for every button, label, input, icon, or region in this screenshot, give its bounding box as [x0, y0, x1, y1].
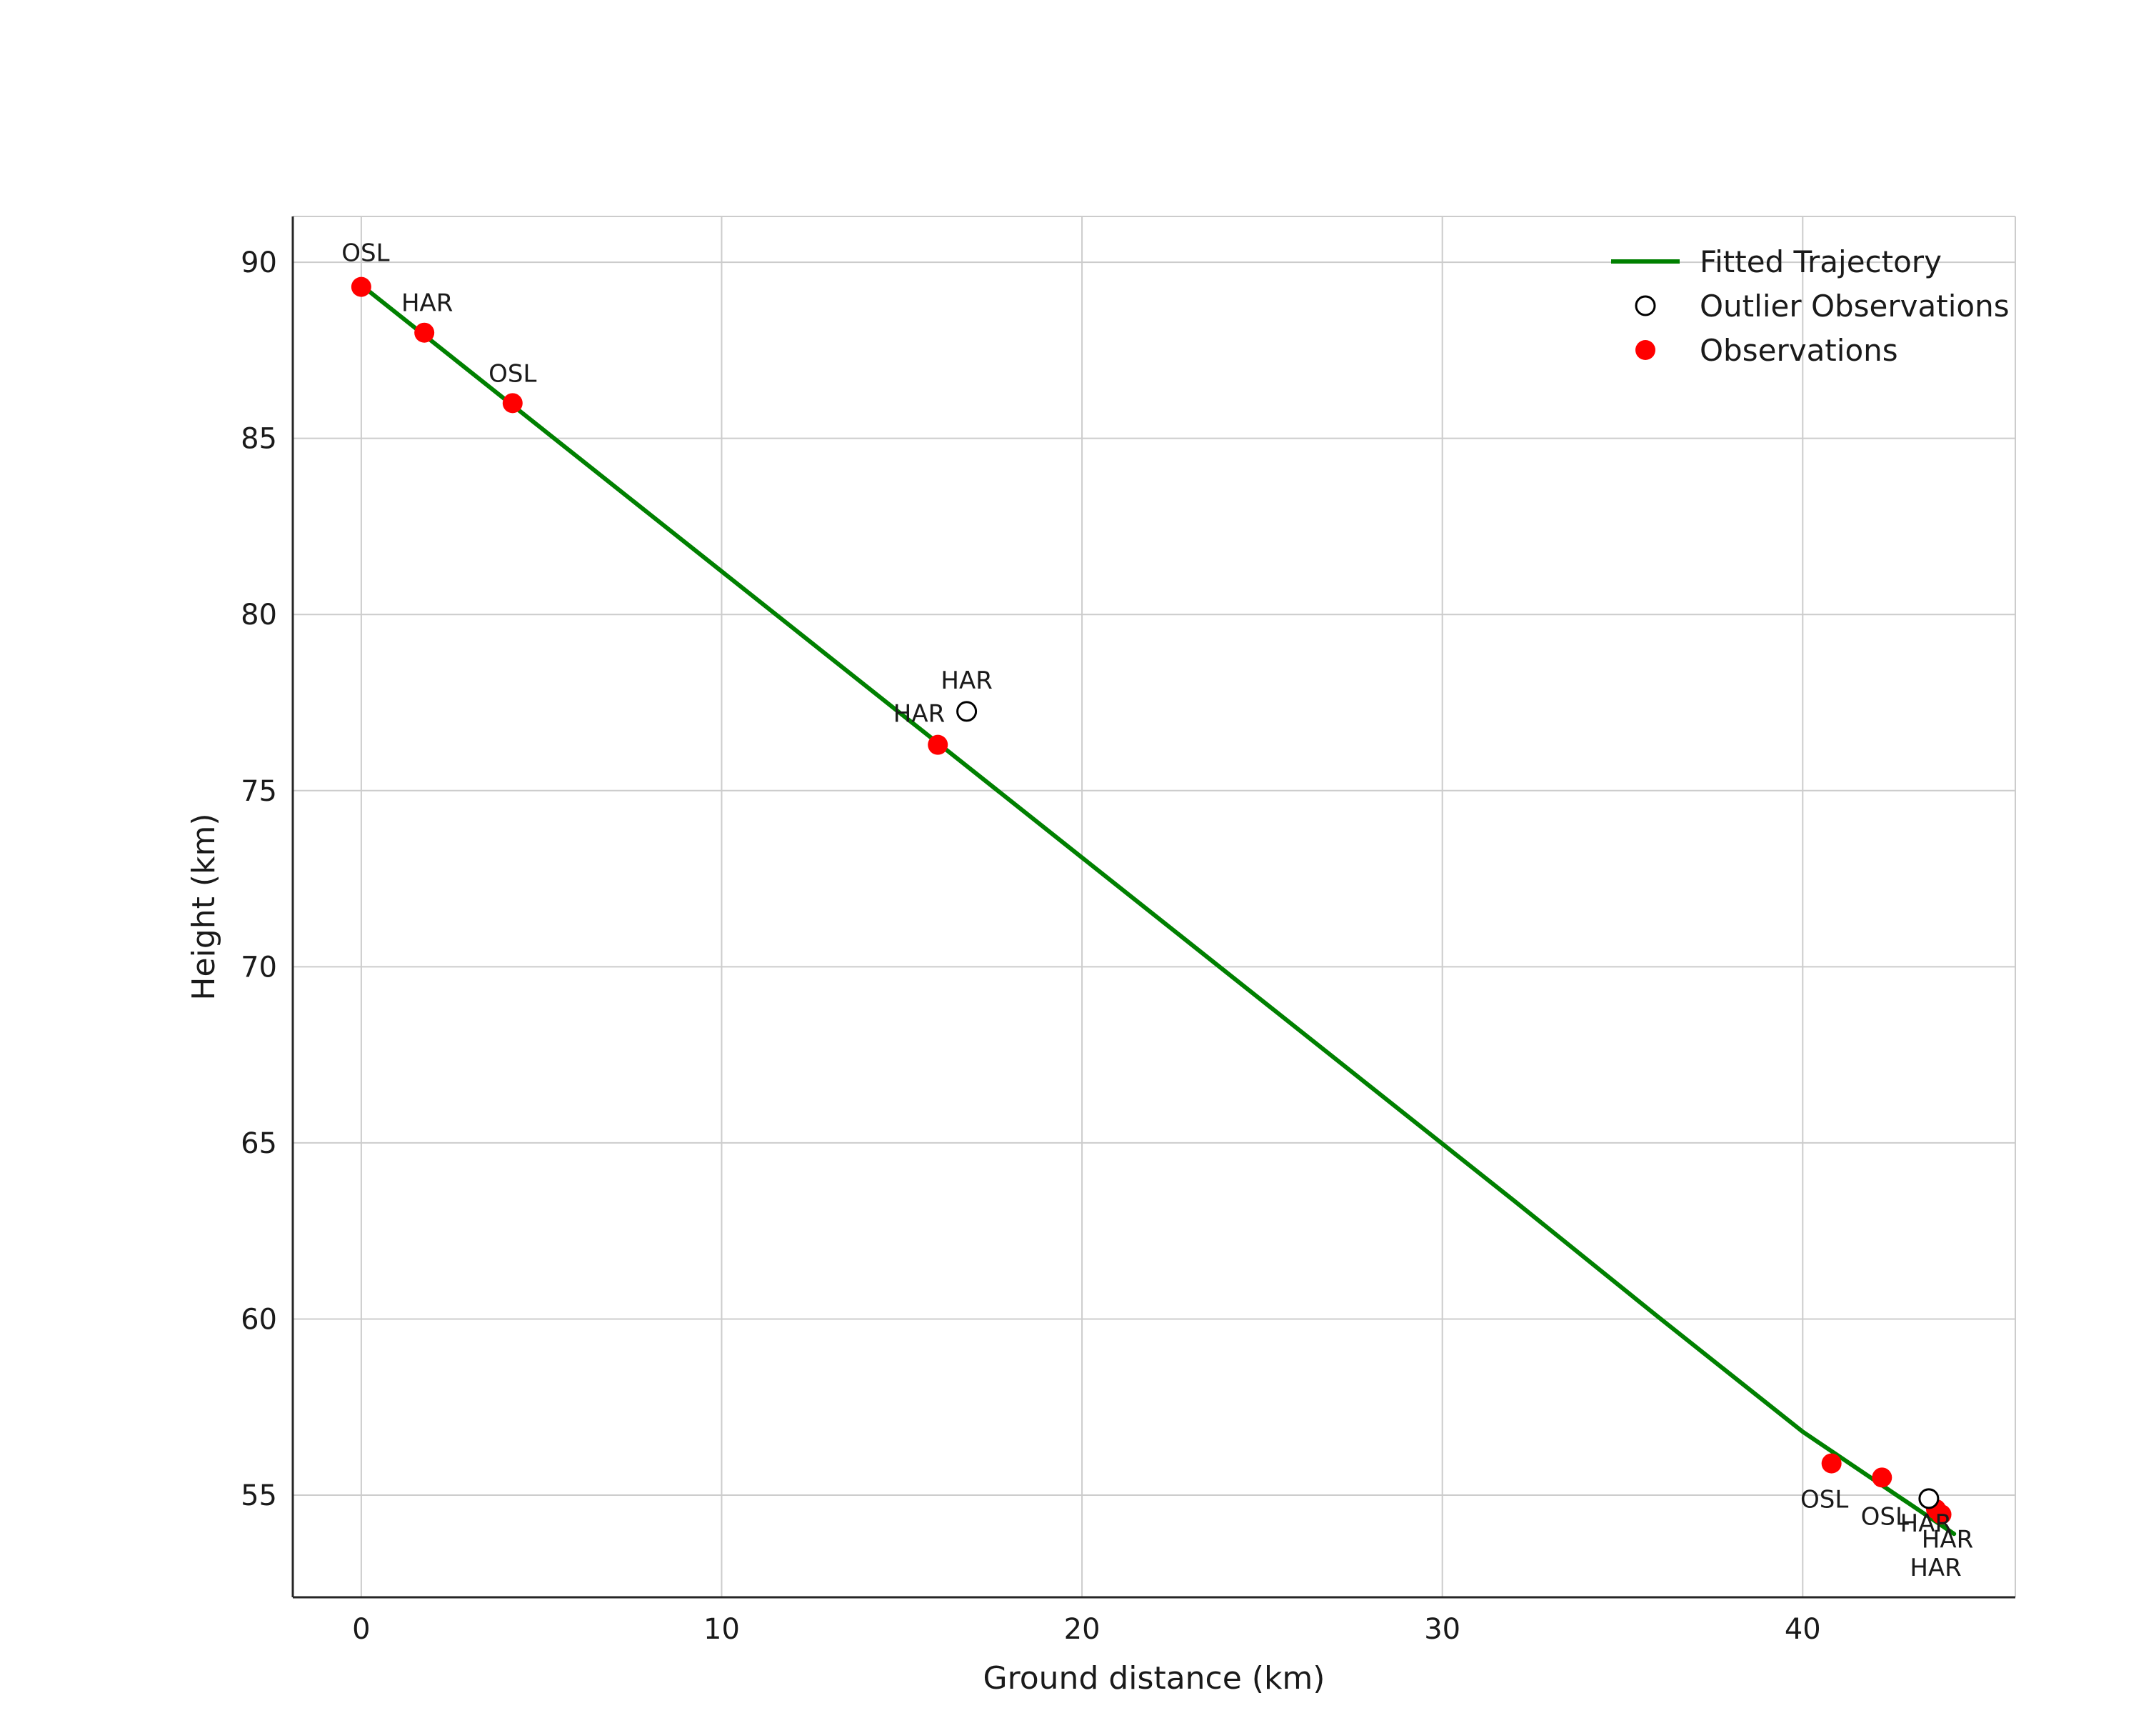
observation-point: [928, 734, 948, 755]
point-label: HAR: [893, 700, 945, 729]
y-tick-label: 55: [241, 1479, 277, 1512]
outlier-point: [1918, 1488, 1940, 1509]
y-tick-label: 80: [241, 599, 277, 631]
legend-outlier-sample: [1635, 295, 1656, 316]
y-tick-labels: 55 60 65 70 75 80 85 90: [241, 246, 277, 1512]
y-tick-label: 60: [241, 1303, 277, 1336]
outlier-point: [956, 701, 978, 722]
observation-point: [351, 276, 371, 297]
point-label: HAR: [1910, 1554, 1961, 1582]
y-tick-label: 70: [241, 951, 277, 984]
point-label: OSL: [1861, 1502, 1909, 1531]
legend-dot-sample: [1635, 340, 1655, 360]
observation-point: [502, 393, 523, 414]
point-label: OSL: [341, 239, 389, 268]
y-tick-label: 65: [241, 1127, 277, 1160]
legend-label: Fitted Trajectory: [1700, 244, 1942, 279]
outliers-series: HAR HAR: [941, 666, 1952, 1538]
grid-lines: [293, 216, 2015, 1597]
legend: Fitted Trajectory Outlier Observations Obs…: [1611, 244, 2010, 368]
y-tick-label: 90: [241, 246, 277, 279]
observation-point: [1872, 1467, 1892, 1488]
x-axis-label: Ground distance (km): [983, 1660, 1325, 1697]
observation-point: [1821, 1453, 1842, 1474]
observation-point: [1931, 1504, 1952, 1525]
legend-label: Outlier Observations: [1700, 289, 2010, 324]
x-tick-label: 10: [703, 1613, 740, 1646]
x-tick-label: 0: [352, 1613, 370, 1646]
point-label: HAR: [1922, 1526, 1973, 1554]
x-tick-labels: 0 10 20 30 40: [352, 1613, 1821, 1646]
point-label: OSL: [1800, 1486, 1848, 1514]
point-label: OSL: [488, 359, 536, 388]
point-label: HAR: [941, 666, 992, 695]
x-tick-label: 30: [1424, 1613, 1460, 1646]
y-axis-label: Height (km): [186, 813, 222, 1000]
y-tick-label: 85: [241, 423, 277, 456]
observation-point: [414, 322, 435, 343]
x-tick-label: 40: [1785, 1613, 1821, 1646]
x-tick-label: 20: [1064, 1613, 1100, 1646]
axes-spines: [291, 216, 2016, 1599]
y-tick-label: 75: [241, 775, 277, 808]
fitted-trajectory-line: [359, 283, 1957, 1537]
legend-label: Observations: [1700, 333, 1898, 368]
point-label: HAR: [401, 289, 453, 318]
point-label: HAR: [1900, 1509, 1952, 1538]
